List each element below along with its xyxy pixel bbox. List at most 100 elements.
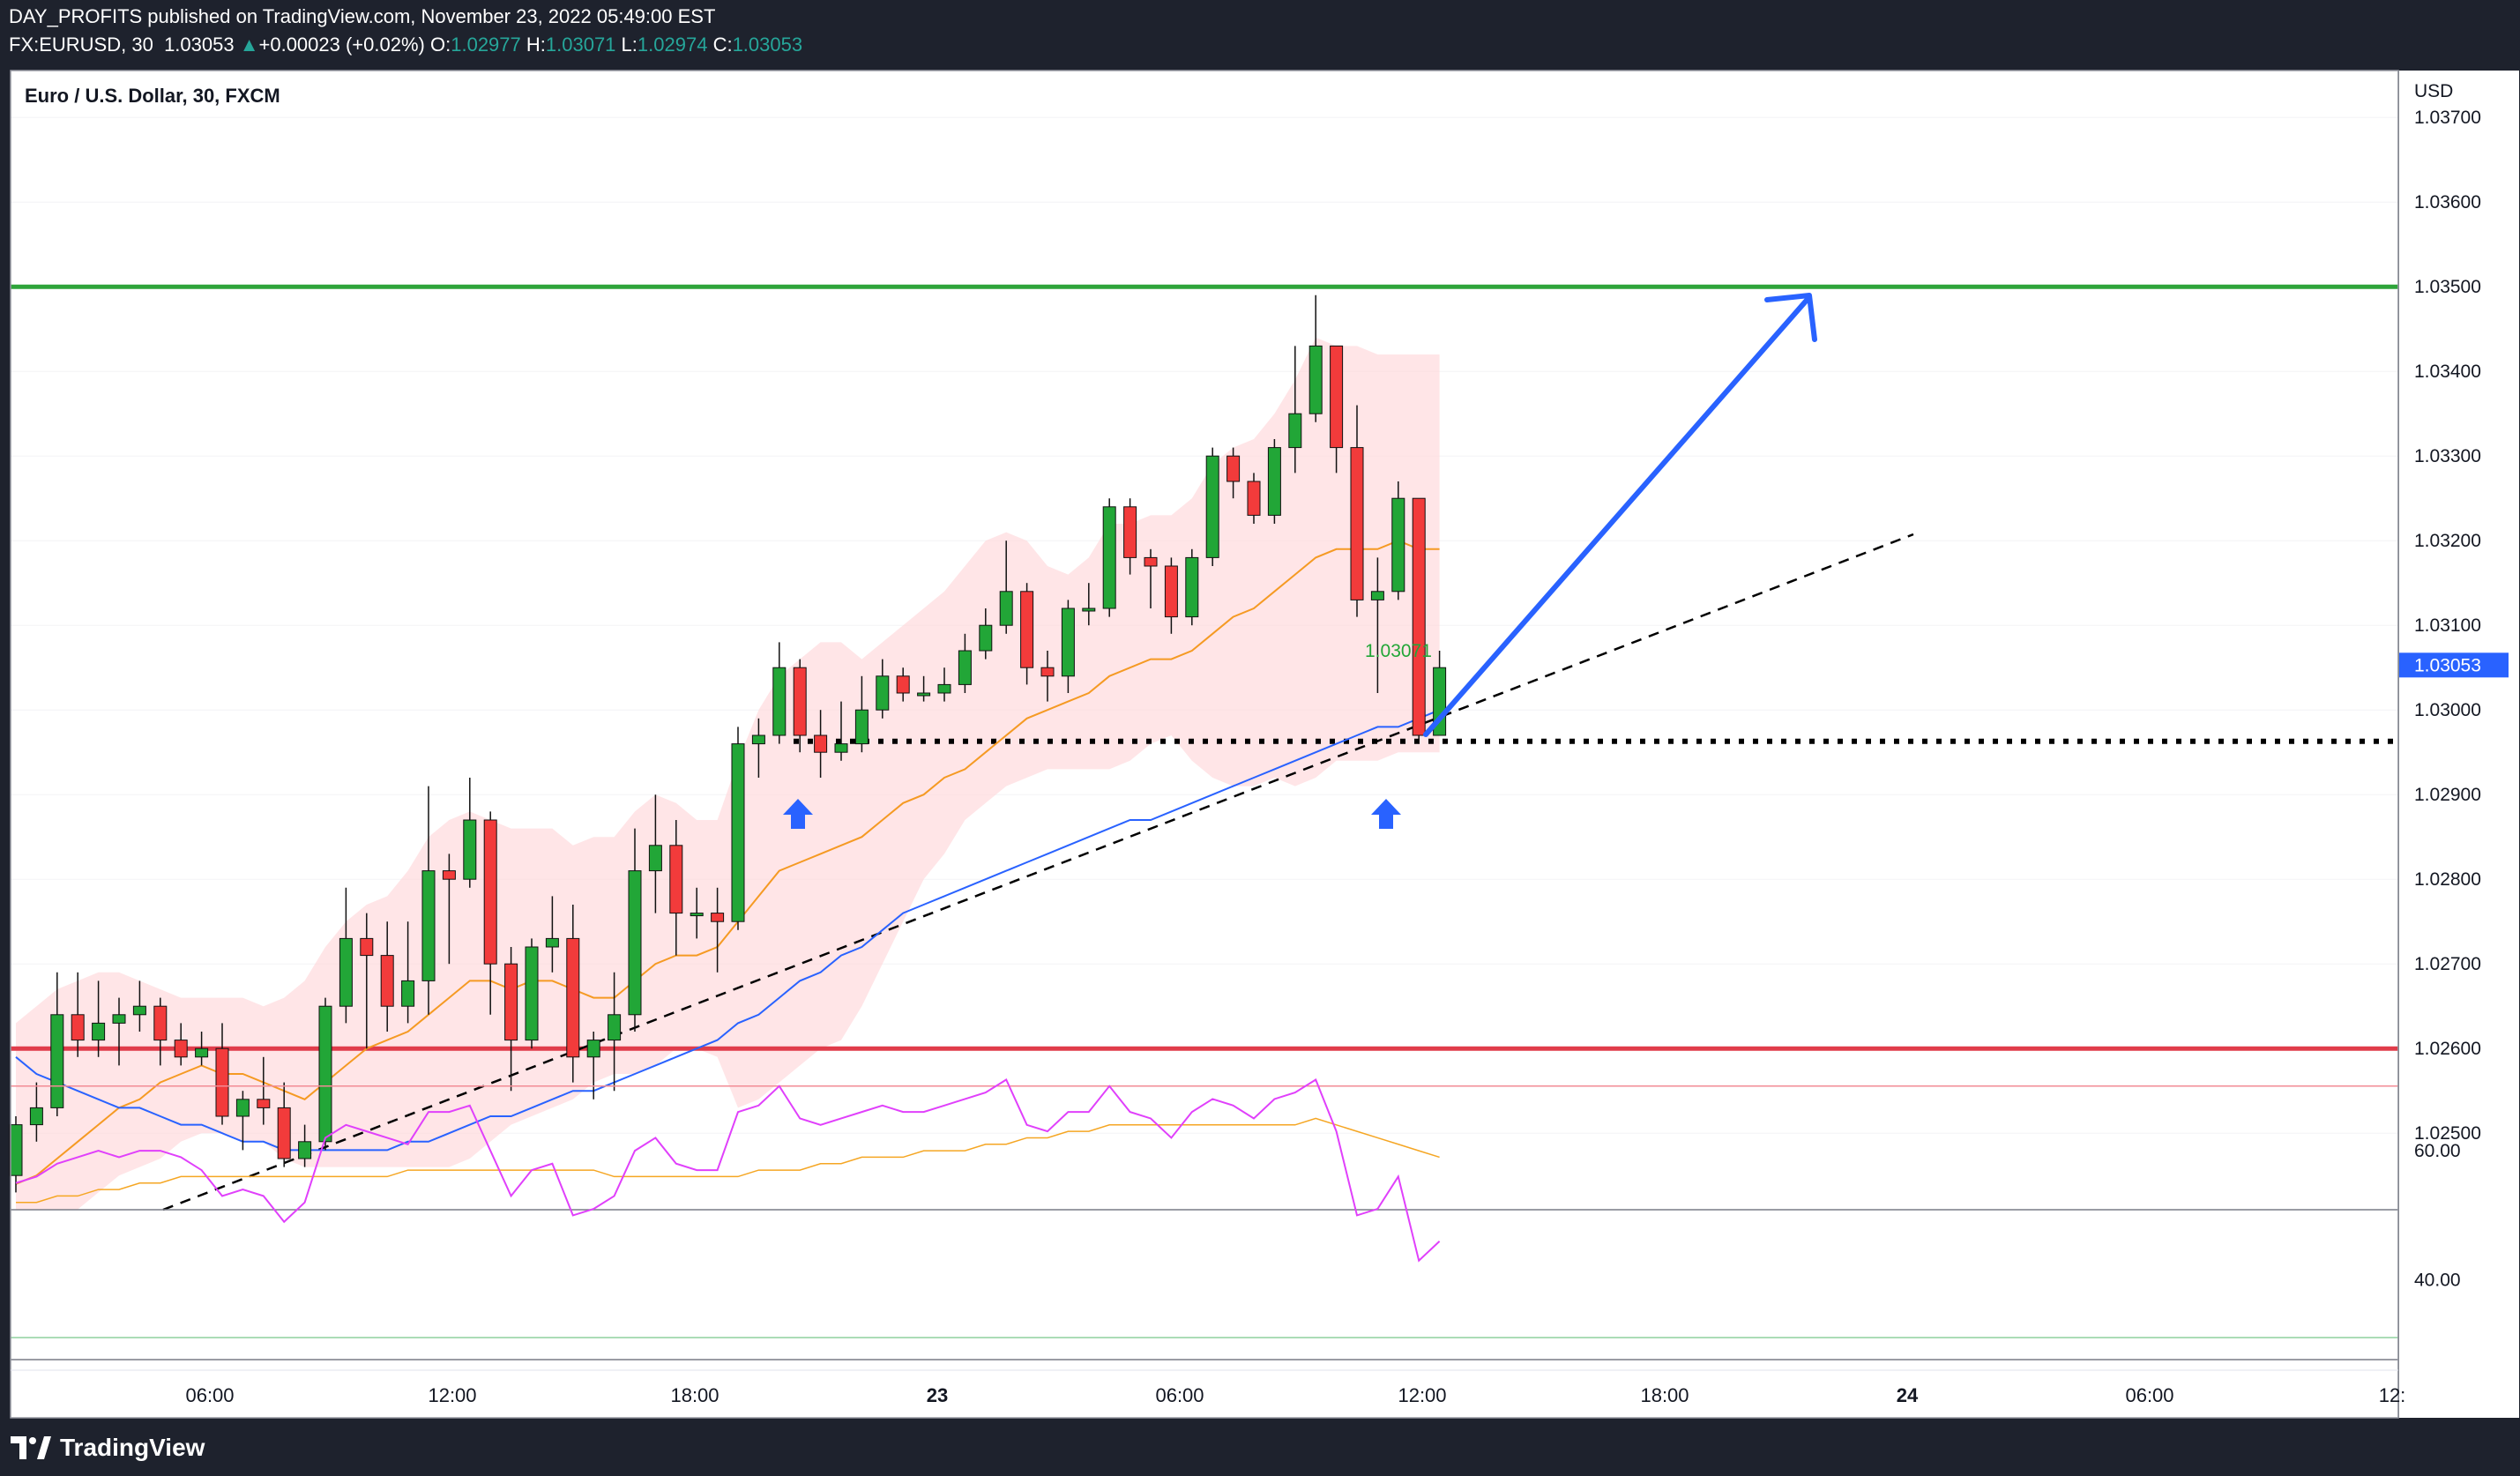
candle[interactable] — [937, 667, 951, 702]
candle[interactable] — [566, 905, 580, 1083]
publish-info: DAY_PROFITS published on TradingView.com… — [9, 5, 716, 27]
last-price: 1.03053 — [164, 34, 235, 56]
candle[interactable] — [814, 710, 828, 778]
tradingview-logo-icon — [11, 1436, 51, 1459]
dashed-trendline[interactable] — [162, 533, 1914, 1211]
candle[interactable] — [648, 794, 662, 913]
candle[interactable] — [380, 921, 394, 1032]
candle[interactable] — [793, 659, 807, 753]
candle-body-down — [1040, 667, 1055, 677]
candle[interactable] — [215, 1023, 229, 1125]
candle[interactable] — [1020, 583, 1034, 685]
candle[interactable] — [112, 997, 126, 1066]
candle[interactable] — [132, 980, 146, 1032]
candle[interactable] — [628, 828, 642, 1032]
candle[interactable] — [339, 887, 353, 1024]
candle[interactable] — [92, 980, 106, 1057]
candle[interactable] — [1061, 600, 1075, 693]
candle[interactable] — [586, 1032, 600, 1100]
candle[interactable] — [442, 854, 456, 965]
time-tick-label: 23 — [927, 1384, 948, 1406]
candle[interactable] — [298, 1124, 312, 1167]
candle[interactable] — [1102, 498, 1116, 617]
candle[interactable] — [1350, 405, 1364, 617]
candle[interactable] — [195, 1032, 209, 1066]
candle[interactable] — [711, 887, 725, 973]
band-fill — [16, 337, 1440, 1210]
candle[interactable] — [1082, 583, 1096, 626]
candle[interactable] — [29, 1082, 43, 1142]
candle[interactable] — [876, 659, 890, 719]
candle[interactable] — [1330, 345, 1344, 473]
candle[interactable] — [1164, 557, 1178, 634]
candle-body-up — [628, 870, 642, 1016]
candle[interactable] — [669, 820, 683, 956]
candle[interactable] — [257, 1056, 271, 1125]
trendline-layer — [162, 533, 1914, 1211]
candle[interactable] — [525, 938, 539, 1049]
candle[interactable] — [751, 718, 765, 778]
price-axis[interactable] — [2399, 71, 2519, 1418]
candle[interactable] — [1288, 346, 1302, 473]
candle[interactable] — [979, 608, 993, 660]
candle[interactable] — [1267, 439, 1281, 524]
candle[interactable] — [608, 972, 622, 1092]
candle[interactable] — [50, 972, 64, 1116]
candle[interactable] — [1247, 473, 1261, 524]
tradingview-logo[interactable]: TradingView — [11, 1428, 205, 1467]
candle[interactable] — [277, 1082, 291, 1167]
candle[interactable] — [1185, 548, 1199, 626]
projection-arrow[interactable] — [1423, 294, 1812, 737]
change-up-icon: ▲ — [239, 34, 259, 56]
high-value: 1.03071 — [545, 34, 616, 56]
time-tick-label: 06:00 — [185, 1384, 234, 1406]
candle[interactable] — [731, 727, 745, 930]
candle[interactable] — [999, 540, 1013, 634]
candle[interactable] — [1370, 557, 1384, 693]
candle[interactable] — [504, 947, 518, 1092]
candle-body-down — [174, 1040, 188, 1058]
candle[interactable] — [1308, 294, 1323, 422]
candle-body-up — [401, 980, 415, 1007]
candle[interactable] — [1040, 651, 1055, 702]
candle[interactable] — [235, 1091, 250, 1151]
candle[interactable] — [958, 633, 972, 693]
candle[interactable] — [463, 778, 477, 888]
candle[interactable] — [483, 811, 497, 1015]
candle[interactable] — [690, 887, 704, 939]
candle-body-up — [834, 743, 848, 753]
candle[interactable] — [545, 896, 559, 973]
candle[interactable] — [153, 997, 168, 1066]
candle[interactable] — [360, 913, 374, 1049]
candle-body-up — [876, 675, 890, 711]
candle[interactable] — [71, 972, 85, 1057]
time-tick-label: 24 — [1897, 1384, 1919, 1406]
candle[interactable] — [917, 675, 931, 702]
candle[interactable] — [772, 642, 787, 744]
candle[interactable] — [9, 1116, 23, 1193]
candle[interactable] — [896, 667, 910, 702]
candle[interactable] — [834, 701, 848, 761]
candle[interactable] — [854, 675, 869, 753]
candle-body-up — [1102, 506, 1116, 609]
candle[interactable] — [174, 1023, 188, 1066]
candle[interactable] — [1144, 548, 1158, 608]
candle[interactable] — [421, 786, 436, 1015]
candle-body-up — [586, 1040, 600, 1058]
candle-body-up — [854, 709, 869, 745]
candle[interactable] — [1226, 447, 1241, 499]
candle-body-down — [669, 845, 683, 914]
candle-body-up — [1185, 556, 1199, 618]
candle[interactable] — [401, 921, 415, 1024]
candle[interactable] — [318, 997, 332, 1151]
candle-body-down — [1164, 565, 1178, 618]
candle[interactable] — [1412, 497, 1426, 744]
candle-body-up — [298, 1141, 312, 1159]
candle[interactable] — [1205, 447, 1219, 566]
candle-body-up — [195, 1047, 209, 1058]
candle-body-up — [29, 1107, 43, 1126]
candle[interactable] — [1391, 481, 1405, 600]
candle[interactable] — [1123, 498, 1137, 575]
candle-body-down — [1247, 481, 1261, 516]
